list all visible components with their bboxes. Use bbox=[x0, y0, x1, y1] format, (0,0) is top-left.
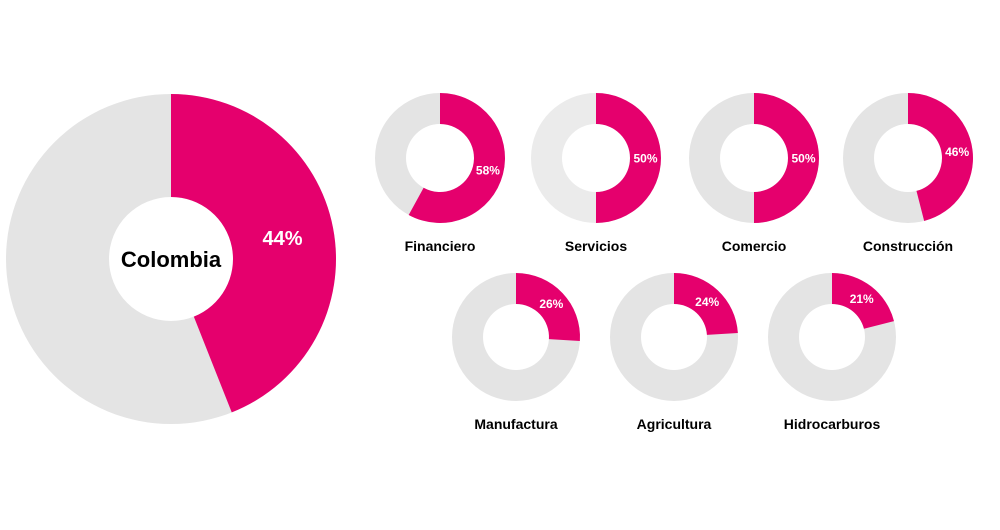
agricultura-donut-slice bbox=[674, 273, 738, 335]
financiero-donut-slice bbox=[408, 93, 505, 223]
hidrocarburos-value-label: 21% bbox=[850, 292, 874, 306]
hidrocarburos-category-label: Hidrocarburos bbox=[783, 416, 881, 432]
manufactura-donut-slice bbox=[516, 273, 581, 342]
agricultura-value-label: 24% bbox=[695, 295, 719, 309]
financiero-value-label: 58% bbox=[476, 164, 500, 178]
servicios-value-label: 50% bbox=[633, 151, 657, 165]
comercio-value-label: 50% bbox=[791, 151, 815, 165]
servicios-donut-slice bbox=[596, 93, 661, 223]
main-donut-center-label: Colombia bbox=[120, 247, 222, 272]
construccion-value-label: 46% bbox=[945, 145, 969, 159]
servicios-category-label: Servicios bbox=[564, 238, 628, 254]
hidrocarburos-donut-slice bbox=[832, 273, 894, 329]
financiero-category-label: Financiero bbox=[404, 238, 476, 254]
colombia-value-label: 44% bbox=[262, 228, 302, 250]
manufactura-category-label: Manufactura bbox=[474, 416, 558, 432]
agricultura-category-label: Agricultura bbox=[636, 416, 712, 432]
manufactura-value-label: 26% bbox=[539, 297, 563, 311]
construccion-category-label: Construcción bbox=[862, 238, 954, 254]
construccion-donut-slice bbox=[908, 93, 974, 221]
colombia-donut-slice bbox=[171, 94, 337, 413]
comercio-category-label: Comercio bbox=[721, 238, 787, 254]
comercio-donut-slice bbox=[754, 93, 819, 223]
